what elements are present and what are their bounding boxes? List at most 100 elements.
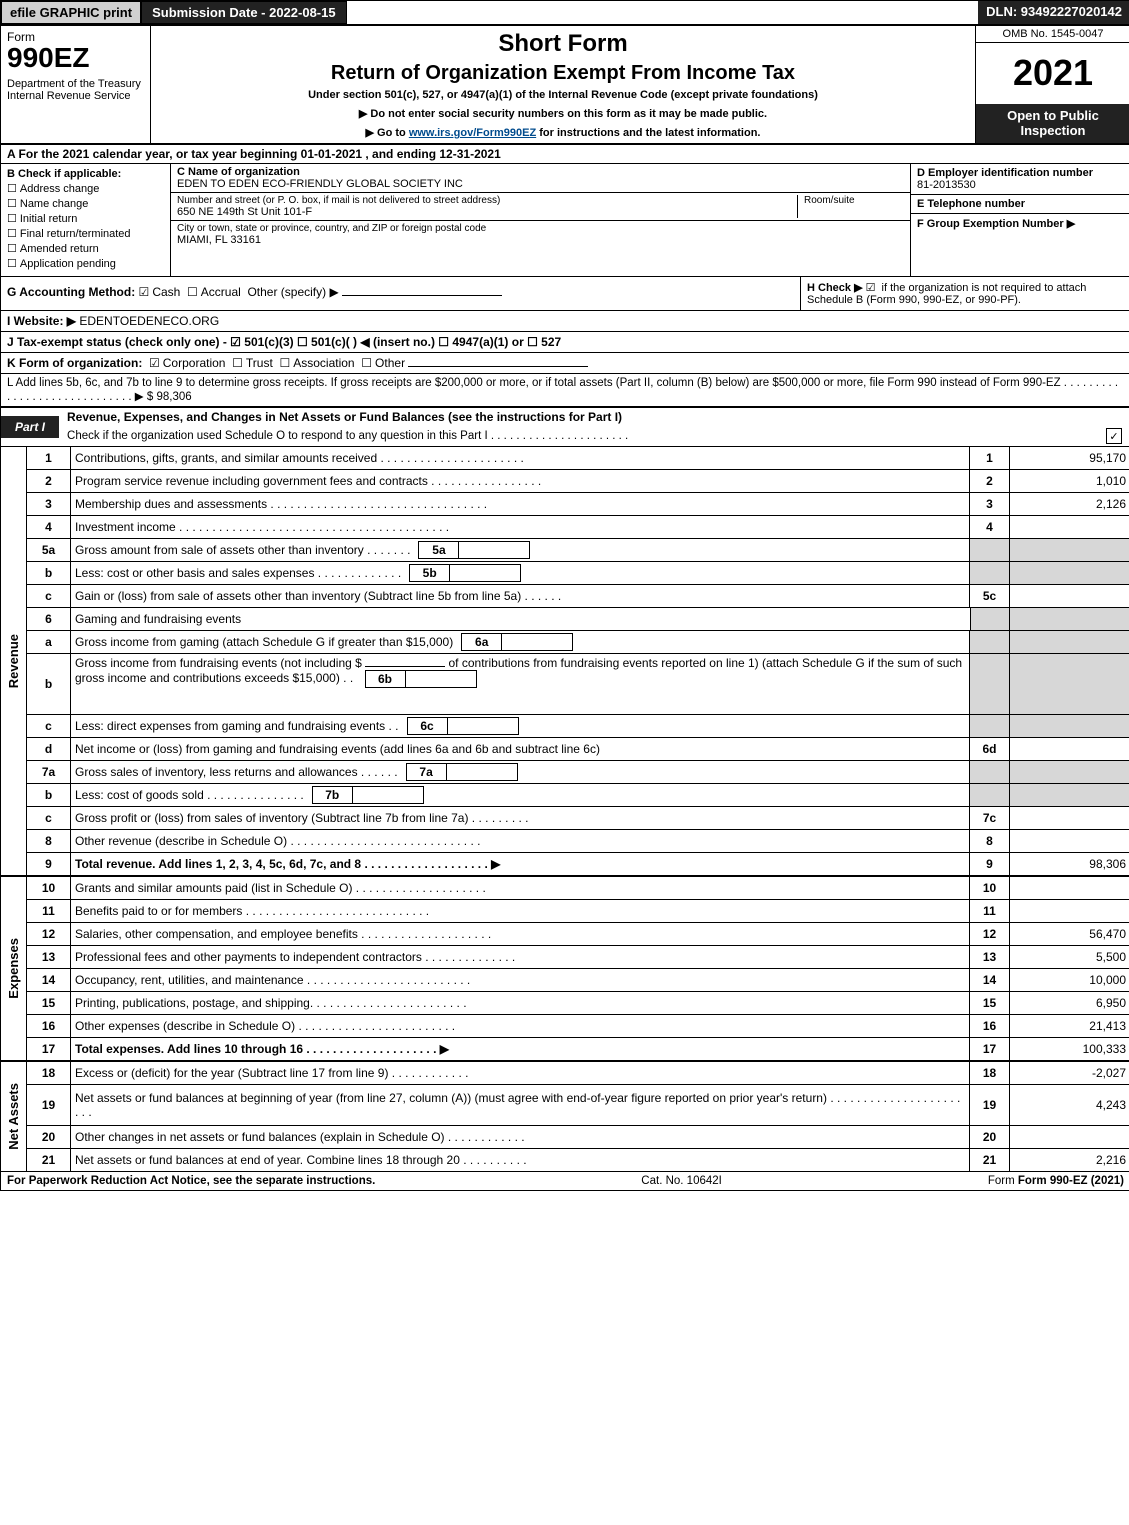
line-14-desc: Occupancy, rent, utilities, and maintena… bbox=[71, 969, 970, 991]
e-phone-row: E Telephone number bbox=[911, 195, 1129, 214]
line-16-amt: 21,413 bbox=[1010, 1015, 1129, 1037]
box-5a: 5a bbox=[418, 541, 530, 559]
line-4-desc: Investment income . . . . . . . . . . . … bbox=[71, 516, 970, 538]
chk-amended-return[interactable]: Amended return bbox=[7, 242, 164, 255]
omb-number: OMB No. 1545-0047 bbox=[976, 26, 1129, 43]
line-2-amt: 1,010 bbox=[1010, 470, 1129, 492]
chk-name-change[interactable]: Name change bbox=[7, 197, 164, 210]
form-number: 990EZ bbox=[7, 44, 144, 72]
short-form-label: Short Form bbox=[161, 30, 965, 58]
j-text: J Tax-exempt status (check only one) - ☑… bbox=[7, 335, 561, 349]
h-label: H Check ▶ bbox=[807, 282, 863, 294]
chk-application-pending[interactable]: Application pending bbox=[7, 257, 164, 270]
line-16-desc: Other expenses (describe in Schedule O) … bbox=[71, 1015, 970, 1037]
line-11-num: 11 bbox=[27, 900, 71, 922]
g-other: Other (specify) ▶ bbox=[247, 285, 338, 299]
net-assets-lines: 18 Excess or (deficit) for the year (Sub… bbox=[27, 1062, 1129, 1171]
chk-association[interactable]: Association bbox=[279, 356, 354, 370]
line-7a-desc: Gross sales of inventory, less returns a… bbox=[71, 761, 970, 783]
efile-print-button[interactable]: efile GRAPHIC print bbox=[1, 1, 141, 24]
irs-link[interactable]: www.irs.gov/Form990EZ bbox=[409, 127, 536, 139]
f-label: F Group Exemption Number ▶ bbox=[917, 217, 1124, 230]
open-to-public-box: Open to Public Inspection bbox=[976, 104, 1129, 143]
line-1-amt: 95,170 bbox=[1010, 447, 1129, 469]
line-21-desc: Net assets or fund balances at end of ye… bbox=[71, 1149, 970, 1171]
line-3-num: 3 bbox=[27, 493, 71, 515]
chk-other-org[interactable]: Other bbox=[361, 356, 405, 370]
line-10-num: 10 bbox=[27, 877, 71, 899]
line-6-desc: Gaming and fundraising events bbox=[71, 608, 970, 630]
revenue-tab-label: Revenue bbox=[6, 634, 21, 688]
line-7a-amt bbox=[1010, 761, 1129, 783]
form-header: Form 990EZ Department of the Treasury In… bbox=[1, 26, 1129, 145]
line-6d-desc: Net income or (loss) from gaming and fun… bbox=[71, 738, 970, 760]
line-9-desc: Total revenue. Add lines 1, 2, 3, 4, 5c,… bbox=[71, 853, 970, 875]
header-mid: Short Form Return of Organization Exempt… bbox=[151, 26, 975, 143]
part-1-header: Part I Revenue, Expenses, and Changes in… bbox=[1, 408, 1129, 447]
line-6a-desc: Gross income from gaming (attach Schedul… bbox=[71, 631, 970, 653]
box-6c: 6c bbox=[407, 717, 519, 735]
line-19-amt: 4,243 bbox=[1010, 1085, 1129, 1125]
chk-trust[interactable]: Trust bbox=[232, 356, 273, 370]
line-17-sn: 17 bbox=[970, 1038, 1010, 1060]
line-10-desc: Grants and similar amounts paid (list in… bbox=[71, 877, 970, 899]
city-label: City or town, state or province, country… bbox=[177, 223, 904, 234]
line-6a-amt bbox=[1010, 631, 1129, 653]
line-5b-desc: Less: cost or other basis and sales expe… bbox=[71, 562, 970, 584]
chk-address-change[interactable]: Address change bbox=[7, 182, 164, 195]
line-6b-sn bbox=[970, 654, 1010, 714]
line-4-sn: 4 bbox=[970, 516, 1010, 538]
h-schedule-b: H Check ▶ if the organization is not req… bbox=[800, 277, 1129, 310]
chk-initial-return[interactable]: Initial return bbox=[7, 212, 164, 225]
header-left: Form 990EZ Department of the Treasury In… bbox=[1, 26, 151, 143]
org-name-row: C Name of organization EDEN TO EDEN ECO-… bbox=[171, 164, 910, 193]
line-15-sn: 15 bbox=[970, 992, 1010, 1014]
line-7c-desc: Gross profit or (loss) from sales of inv… bbox=[71, 807, 970, 829]
chk-h[interactable] bbox=[866, 282, 879, 294]
line-15-num: 15 bbox=[27, 992, 71, 1014]
instr2-post: for instructions and the latest informat… bbox=[536, 127, 760, 139]
line-8-sn: 8 bbox=[970, 830, 1010, 852]
line-6c-num: c bbox=[27, 715, 71, 737]
line-5a-sn bbox=[970, 539, 1010, 561]
submission-date-button[interactable]: Submission Date - 2022-08-15 bbox=[141, 1, 347, 24]
line-6-amt bbox=[1010, 608, 1129, 630]
part-1-schedule-o-check[interactable]: ✓ bbox=[1106, 428, 1122, 444]
info-grid: B Check if applicable: Address change Na… bbox=[1, 164, 1129, 277]
line-13-amt: 5,500 bbox=[1010, 946, 1129, 968]
j-tax-exempt-row: J Tax-exempt status (check only one) - ☑… bbox=[1, 332, 1129, 353]
line-15-amt: 6,950 bbox=[1010, 992, 1129, 1014]
line-4-amt bbox=[1010, 516, 1129, 538]
chk-corporation[interactable]: Corporation bbox=[149, 356, 225, 370]
i-label: I Website: ▶ bbox=[7, 314, 76, 328]
expenses-tab: Expenses bbox=[1, 877, 27, 1062]
instruction-1: ▶ Do not enter social security numbers o… bbox=[161, 107, 965, 120]
line-9-amt: 98,306 bbox=[1010, 853, 1129, 875]
part-1-table: Revenue 1 Contributions, gifts, grants, … bbox=[1, 447, 1129, 1171]
line-14-amt: 10,000 bbox=[1010, 969, 1129, 991]
k-form-of-org-row: K Form of organization: Corporation Trus… bbox=[1, 353, 1129, 374]
chk-accrual[interactable]: Accrual bbox=[187, 285, 241, 299]
line-20-amt bbox=[1010, 1126, 1129, 1148]
d-label: D Employer identification number bbox=[917, 167, 1124, 179]
line-15-desc: Printing, publications, postage, and shi… bbox=[71, 992, 970, 1014]
box-6a: 6a bbox=[461, 633, 573, 651]
part-1-badge: Part I bbox=[1, 416, 59, 438]
line-13-num: 13 bbox=[27, 946, 71, 968]
line-21-sn: 21 bbox=[970, 1149, 1010, 1171]
line-5c-desc: Gain or (loss) from sale of assets other… bbox=[71, 585, 970, 607]
line-6c-amt bbox=[1010, 715, 1129, 737]
instruction-2: ▶ Go to www.irs.gov/Form990EZ for instru… bbox=[161, 126, 965, 139]
chk-cash[interactable]: Cash bbox=[139, 285, 181, 299]
e-label: E Telephone number bbox=[917, 198, 1124, 210]
box-7b: 7b bbox=[312, 786, 424, 804]
street-row: Number and street (or P. O. box, if mail… bbox=[171, 193, 910, 221]
line-3-sn: 3 bbox=[970, 493, 1010, 515]
row-a-tax-year: A For the 2021 calendar year, or tax yea… bbox=[1, 145, 1129, 164]
chk-final-return[interactable]: Final return/terminated bbox=[7, 227, 164, 240]
line-1-sn: 1 bbox=[970, 447, 1010, 469]
line-2-sn: 2 bbox=[970, 470, 1010, 492]
box-7a: 7a bbox=[406, 763, 518, 781]
line-6d-sn: 6d bbox=[970, 738, 1010, 760]
line-5b-amt bbox=[1010, 562, 1129, 584]
